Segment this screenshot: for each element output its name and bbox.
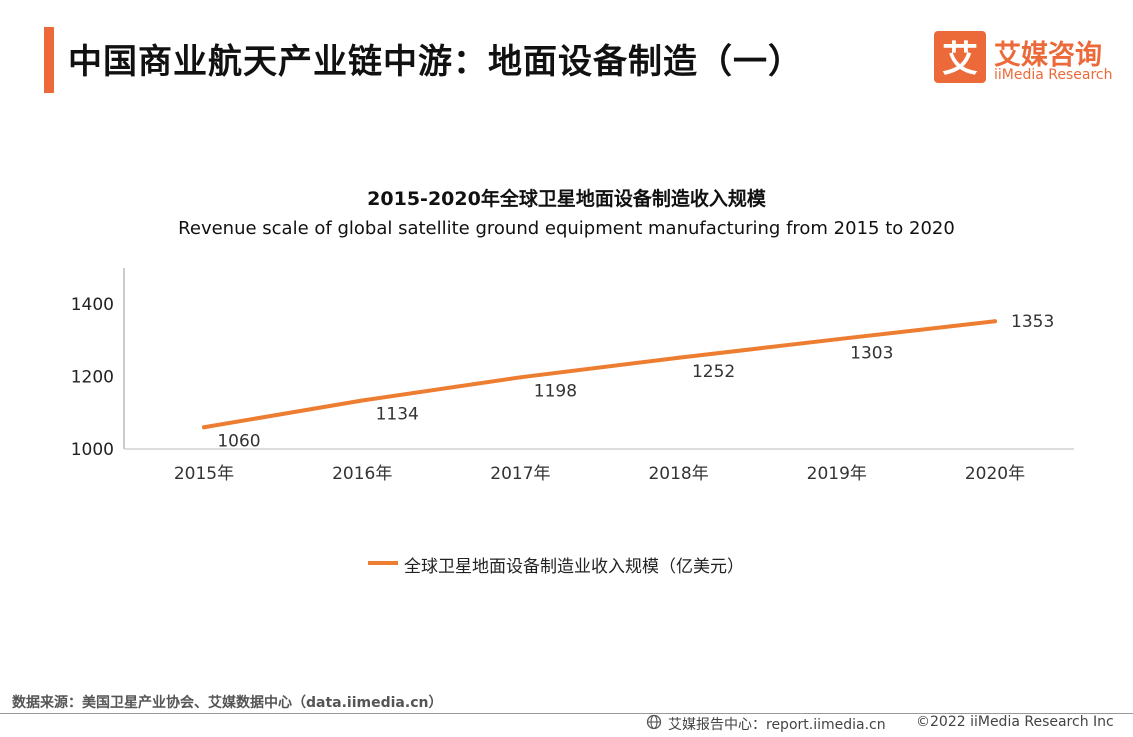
data-point bbox=[993, 319, 997, 324]
data-point bbox=[676, 355, 681, 360]
data-point bbox=[202, 425, 206, 430]
data-label: 1134 bbox=[376, 404, 419, 424]
data-label: 1353 bbox=[1011, 312, 1054, 332]
data-point bbox=[518, 375, 523, 380]
y-tick-label: 1000 bbox=[71, 440, 114, 460]
data-point bbox=[360, 398, 365, 403]
data-source: 数据来源：美国卫星产业协会、艾媒数据中心（data.iimedia.cn） bbox=[12, 695, 443, 711]
data-label: 1303 bbox=[850, 343, 893, 363]
x-tick-label: 2016年 bbox=[332, 464, 392, 484]
x-tick-label: 2015年 bbox=[174, 464, 234, 484]
data-label: 1252 bbox=[692, 362, 735, 382]
y-tick-label: 1400 bbox=[71, 295, 114, 315]
data-label: 1198 bbox=[534, 381, 577, 401]
logo-mark-icon: 艾 bbox=[934, 31, 986, 83]
copyright: ©2022 iiMedia Research Inc bbox=[916, 714, 1114, 730]
logo-text-en: iiMedia Research bbox=[994, 67, 1113, 83]
data-label: 1060 bbox=[217, 431, 260, 451]
svg-text:艾: 艾 bbox=[942, 39, 978, 80]
line-chart: 1000 1200 1400 2015年 2016年 2017年 2018年 2019年 202… bbox=[71, 268, 1074, 484]
x-tick-label: 2017年 bbox=[490, 464, 550, 484]
report-center-link[interactable]: 艾媒报告中心：report.iimedia.cn bbox=[668, 717, 886, 733]
x-tick-label: 2019年 bbox=[807, 464, 867, 484]
legend-line-swatch bbox=[368, 561, 398, 565]
x-tick-label: 2018年 bbox=[648, 464, 708, 484]
iimedia-logo: 艾 艾媒咨询 iiMedia Research bbox=[934, 31, 1124, 87]
data-point bbox=[834, 337, 839, 342]
chart-title: 2015-2020年全球卫星地面设备制造收入规模 bbox=[367, 188, 766, 210]
footer-divider bbox=[0, 713, 1133, 714]
x-tick-label: 2020年 bbox=[965, 464, 1025, 484]
y-tick-label: 1200 bbox=[71, 368, 114, 388]
page-title: 中国商业航天产业链中游：地面设备制造（一） bbox=[68, 42, 803, 82]
logo-text-cn: 艾媒咨询 bbox=[994, 40, 1102, 71]
series-line bbox=[202, 319, 997, 430]
globe-icon bbox=[646, 714, 662, 730]
legend-label: 全球卫星地面设备制造业收入规模（亿美元） bbox=[404, 557, 744, 577]
title-accent-bar bbox=[44, 27, 54, 93]
chart-subtitle: Revenue scale of global satellite ground… bbox=[178, 218, 955, 239]
